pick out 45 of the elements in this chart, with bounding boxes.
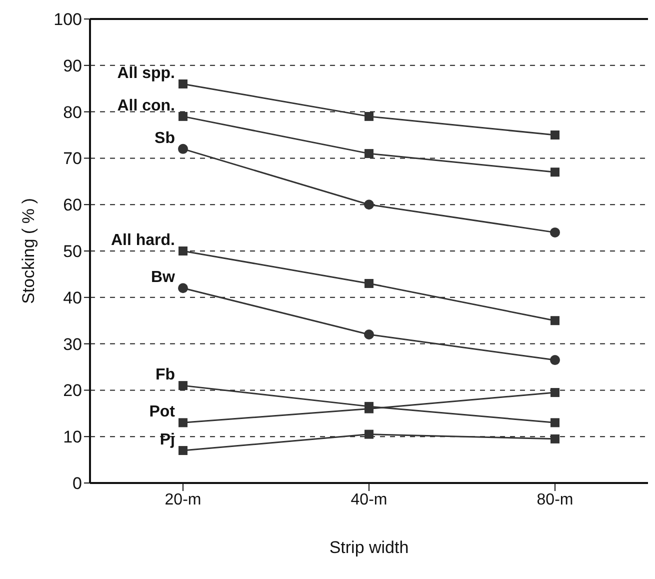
y-axis-title: Stocking ( % ) — [19, 198, 38, 304]
point — [364, 330, 374, 340]
point — [364, 430, 374, 439]
point — [550, 130, 560, 140]
series-label: All spp. — [117, 64, 175, 82]
y-tick-label: 40 — [63, 288, 82, 308]
point — [178, 381, 188, 390]
point — [364, 112, 374, 121]
point — [178, 112, 188, 121]
series-label: Sb — [154, 130, 176, 147]
point — [550, 227, 560, 238]
y-tick-label: 20 — [63, 381, 82, 400]
point — [178, 446, 188, 456]
y-tick-label: 0 — [72, 474, 82, 494]
point — [178, 144, 188, 154]
y-tick-label: 60 — [63, 196, 82, 215]
y-tick-label: 80 — [63, 102, 82, 122]
point — [550, 388, 560, 398]
series-label: Pot — [149, 404, 176, 421]
y-tick-label: 10 — [63, 428, 82, 447]
point — [364, 149, 374, 158]
point — [550, 168, 560, 177]
y-tick-label: 50 — [63, 242, 82, 262]
y-tick-label: 70 — [63, 149, 82, 168]
point — [550, 355, 560, 366]
series-label: Bw — [151, 269, 176, 286]
x-tick-label: 40-m — [350, 491, 388, 508]
point — [178, 246, 188, 256]
y-tick-label: 90 — [63, 56, 82, 76]
point — [550, 434, 560, 444]
point — [178, 283, 188, 294]
series-label: Fb — [155, 366, 176, 384]
x-axis-title: Strip width — [329, 538, 409, 557]
point — [550, 418, 560, 428]
point — [550, 316, 560, 326]
series-label: All con. — [117, 97, 175, 114]
y-tick-label: 100 — [54, 10, 82, 30]
point — [364, 278, 374, 288]
point — [364, 200, 374, 210]
point — [178, 418, 188, 428]
point — [178, 79, 188, 88]
y-tick-label: 30 — [63, 334, 82, 354]
x-tick-label: 20-m — [164, 491, 202, 508]
series-label: All hard. — [110, 232, 175, 249]
x-tick-label: 80-m — [536, 491, 574, 508]
